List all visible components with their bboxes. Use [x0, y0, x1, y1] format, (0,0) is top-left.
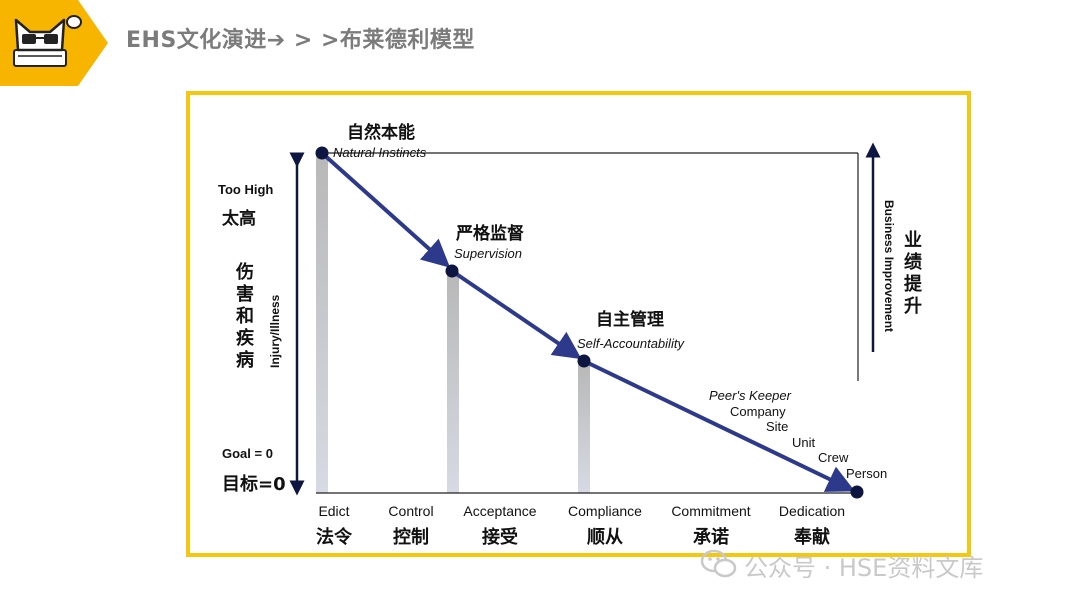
x-category-en-5: Commitment	[671, 503, 750, 519]
injury-illness-en-label: Injury/Illness	[268, 294, 282, 368]
x-category-en-2: Control	[388, 503, 433, 519]
peers-keeper-site: Site	[766, 419, 788, 434]
goal-label: Goal = 0	[222, 446, 273, 461]
page-title: EHS文化演进➔ > >布莱德利模型	[126, 28, 475, 53]
wechat-icon	[700, 549, 737, 578]
x-category-cn-5: 承诺	[693, 526, 729, 548]
stage-bar-self-accountability	[578, 362, 590, 493]
stage-label-cn-1: 自然本能	[347, 122, 415, 143]
injury-illness-cn-char-1: 伤	[235, 261, 254, 283]
cat-with-glasses-logo-icon	[13, 15, 82, 67]
x-category-cn-3: 接受	[482, 526, 518, 548]
stage-label-en-2: Supervision	[454, 246, 522, 261]
stage-label-en-3: Self-Accountability	[577, 336, 685, 351]
curve-segment-3	[583, 359, 856, 492]
point-person	[850, 485, 864, 499]
stage-bar-supervision	[447, 272, 459, 493]
x-category-en-1: Edict	[318, 503, 349, 519]
point-natural-instincts	[315, 146, 329, 160]
x-category-en-6: Dedication	[779, 503, 845, 519]
peers-keeper-person: Person	[846, 466, 887, 481]
x-category-cn-6: 奉献	[793, 526, 830, 548]
goal-cn-label: 目标=0	[222, 473, 286, 495]
peers-keeper-company: Company	[730, 404, 786, 419]
x-category-en-3: Acceptance	[463, 503, 536, 519]
too-high-cn-label: 太高	[222, 208, 256, 229]
diagram-frame	[186, 91, 971, 557]
too-high-label: Too High	[218, 182, 273, 197]
stage-label-cn-3: 自主管理	[596, 309, 664, 330]
injury-illness-cn-char-5: 病	[236, 349, 254, 371]
curve-segment-2	[450, 269, 582, 360]
header-badge	[0, 0, 108, 86]
peers-keeper-crew: Crew	[818, 450, 849, 465]
curve-segment-1	[320, 151, 451, 268]
x-category-labels: Edict 法令 Control 控制 Acceptance 接受 Compliance 顺从…	[316, 503, 845, 548]
watermark-text: 公众号 · HSE资料文库	[744, 554, 984, 582]
stage-bar-natural-instincts	[316, 153, 328, 493]
injury-illness-cn-char-3: 和	[236, 306, 254, 327]
stage-label-en-1: Natural Instincts	[333, 145, 427, 160]
peers-keeper-unit: Unit	[792, 435, 816, 450]
x-category-cn-4: 顺从	[587, 527, 623, 548]
point-self-accountability	[577, 354, 591, 368]
x-category-en-4: Compliance	[568, 503, 642, 519]
business-improvement-cn-char-1: 业	[904, 230, 922, 251]
business-improvement-cn-char-2: 绩	[904, 251, 922, 273]
stage-label-cn-2: 严格监督	[456, 223, 524, 244]
business-improvement-cn-char-4: 升	[904, 296, 922, 317]
point-supervision	[445, 264, 459, 278]
business-improvement-label: Business Improvement	[882, 200, 896, 332]
peers-keeper-label: Peer's Keeper	[709, 388, 792, 403]
injury-illness-cn-char-2: 害	[236, 283, 254, 305]
x-category-cn-2: 控制	[393, 526, 429, 548]
injury-illness-cn-char-4: 疾	[236, 327, 255, 349]
business-improvement-cn-char-3: 提	[904, 273, 923, 295]
x-category-cn-1: 法令	[316, 526, 353, 548]
